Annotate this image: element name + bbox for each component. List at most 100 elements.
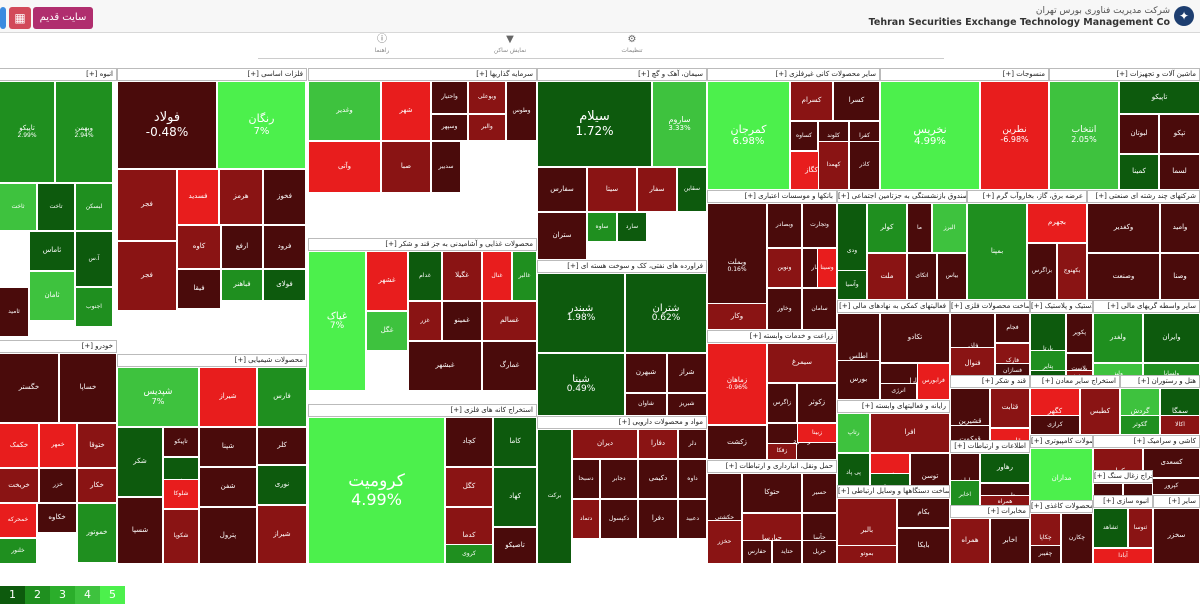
stock-tile[interactable]: حتاید xyxy=(772,540,802,564)
stock-tile[interactable]: دعبید xyxy=(678,499,707,539)
sector-title[interactable]: [+] فراورده های نفتی، کک و سوخت هسته ای xyxy=(537,260,707,273)
stock-tile[interactable]: شراز xyxy=(667,353,707,393)
stock-tile[interactable]: فیقا xyxy=(177,269,221,309)
sector-title[interactable]: [+] بانکها و موسسات اعتباری xyxy=(707,190,837,203)
pager-button[interactable]: 4 xyxy=(75,586,100,604)
stock-tile[interactable]: حریل xyxy=(802,540,837,564)
pager-button[interactable]: 3 xyxy=(50,586,75,604)
sector-title[interactable]: [+] محصولات شیمیایی xyxy=(117,354,307,367)
stock-tile[interactable]: دکپسول xyxy=(600,499,638,539)
stock-tile[interactable]: کرومیت 4.99% xyxy=(308,417,445,564)
stock-tile[interactable]: کمینا xyxy=(1119,154,1159,190)
stock-tile[interactable]: ثامید xyxy=(0,287,29,337)
sector-title[interactable]: [+] استخراج کانه های فلزی xyxy=(308,404,537,417)
stock-tile[interactable]: کاذر xyxy=(849,141,880,190)
stock-tile[interactable]: حخزر xyxy=(707,520,742,564)
stock-tile[interactable]: زماهان -0.96% xyxy=(707,343,767,425)
stock-tile[interactable]: خزر xyxy=(39,468,77,503)
stock-tile[interactable]: بزاگرس xyxy=(1027,243,1057,300)
settings-button[interactable]: ⚙ تنظیمات xyxy=(610,34,654,55)
stock-tile[interactable]: شبندر 1.98% xyxy=(537,273,625,353)
sector-title[interactable]: [+] ماشین آلات و تجهیزات xyxy=(1049,68,1200,81)
stock-tile[interactable]: نطرین -6.98% xyxy=(980,81,1049,190)
stock-tile[interactable]: ستران xyxy=(537,212,587,260)
sector-title[interactable]: [+] استخراج زغال سنگ xyxy=(1093,470,1153,483)
old-site-button[interactable]: سایت قدیم xyxy=(33,7,93,29)
stock-tile[interactable]: شکوپا xyxy=(163,509,199,564)
stock-tile[interactable]: فرود xyxy=(263,225,306,269)
stock-tile[interactable]: کساوه xyxy=(790,121,818,151)
stock-tile[interactable]: وآتی xyxy=(308,141,381,193)
stock-tile[interactable]: پترول xyxy=(199,507,257,564)
stock-tile[interactable]: شلوکا xyxy=(163,479,199,509)
stock-tile[interactable]: قثابت xyxy=(990,388,1030,428)
stock-tile[interactable]: کلر xyxy=(257,427,307,465)
sector-title[interactable]: [+] زراعت و خدمات وابسته xyxy=(707,330,837,343)
stock-tile[interactable]: فسدید xyxy=(177,169,219,225)
sector-title[interactable]: [+] حمل ونقل، انبارداری و ارتباطات xyxy=(707,460,837,473)
stock-tile[interactable]: خکمک xyxy=(0,423,39,468)
stock-tile[interactable]: شپنا 0.49% xyxy=(537,353,625,416)
stock-tile[interactable]: البرز xyxy=(932,203,967,253)
stock-tile[interactable]: دفارا xyxy=(638,429,678,459)
stock-tile[interactable]: نوری xyxy=(257,465,307,505)
stock-tile[interactable]: بورس xyxy=(837,360,880,400)
sector-title[interactable]: [+] بیمه وصندوق بازنشستگی به جزتامین اجت… xyxy=(837,190,967,203)
stock-tile[interactable]: کچاد xyxy=(445,417,493,467)
stock-tile[interactable]: شکر xyxy=(117,427,163,497)
stock-tile[interactable]: سفار xyxy=(637,167,677,212)
stock-tile[interactable]: لسما xyxy=(1159,154,1200,190)
stock-tile[interactable]: تاصیکو xyxy=(493,527,537,564)
sector-title[interactable]: [+] فلزات اساسی xyxy=(117,68,307,81)
sector-title[interactable]: [+] انبوه سازی xyxy=(1093,495,1153,508)
stock-tile[interactable]: چفیبر xyxy=(1030,545,1061,564)
stock-tile[interactable]: شیراز xyxy=(199,367,257,427)
stock-tile[interactable]: وسینا xyxy=(817,248,837,288)
pager-button[interactable]: 5 xyxy=(100,586,125,604)
stock-tile[interactable]: اکالا xyxy=(1160,415,1200,435)
stock-tile[interactable]: دتماد xyxy=(572,499,600,539)
sector-title[interactable]: [+] رایانه و فعالیتهای وابسته xyxy=(837,400,950,413)
stock-tile[interactable]: گکوثر xyxy=(1120,415,1160,435)
stock-tile[interactable]: خموتور xyxy=(77,503,117,563)
stock-tile[interactable]: ما xyxy=(907,203,932,253)
stock-tile[interactable]: فولای xyxy=(263,269,306,301)
stock-tile[interactable]: تکادو xyxy=(880,313,950,363)
sector-title[interactable]: [+] شرکتهای چند رشته ای صنعتی xyxy=(1087,190,1200,203)
stock-tile[interactable]: بموتو xyxy=(837,545,897,564)
sector-title[interactable]: [+] سایر محصولات کانی غیرفلزی xyxy=(707,68,880,81)
stock-tile[interactable]: بکام xyxy=(897,498,950,528)
stock-tile[interactable]: سقاین xyxy=(677,167,707,212)
sector-title[interactable]: [+] محصولات غذایی و آشامیدنی به جز قند و… xyxy=(308,238,537,251)
stock-tile[interactable]: رهاور xyxy=(980,453,1030,483)
stock-tile[interactable]: رنگان 7% xyxy=(217,81,306,169)
stock-tile[interactable]: ونوین xyxy=(767,248,802,288)
stock-tile[interactable]: زکشت xyxy=(707,425,767,460)
stock-tile[interactable]: زکوثر xyxy=(797,383,837,423)
stock-tile[interactable]: تاخت xyxy=(37,183,75,231)
sector-title[interactable]: [+] عرضه برق، گاز، بخاروآب گرم xyxy=(967,190,1087,203)
stock-tile[interactable]: دکیمی xyxy=(638,459,678,499)
stock-tile[interactable]: وصنعت xyxy=(1087,253,1160,300)
stock-tile[interactable]: چکارن xyxy=(1061,513,1093,564)
stock-tile[interactable]: خکاوه xyxy=(37,503,77,533)
stock-tile[interactable]: کاما xyxy=(493,417,537,467)
stock-tile[interactable]: وغدیر xyxy=(308,81,381,141)
stock-tile[interactable]: غسالم xyxy=(482,301,537,341)
sector-title[interactable]: [+] ساخت دستگاهها و وسایل ارتباطی xyxy=(837,485,950,498)
stock-tile[interactable]: اتکای xyxy=(907,253,937,300)
stock-tile[interactable]: کگل xyxy=(445,467,493,507)
grid-icon[interactable]: ▦ xyxy=(9,7,31,29)
stock-tile[interactable]: شبهرن xyxy=(625,353,667,393)
static-view-button[interactable]: ▼ نمایش ساکن xyxy=(488,34,532,55)
sector-title[interactable]: [+] استخراج سایر معادن xyxy=(1030,375,1120,388)
stock-tile[interactable]: شهر xyxy=(381,81,431,141)
stock-tile[interactable]: کهاد xyxy=(493,467,537,527)
sector-title[interactable]: [+] مخابرات xyxy=(950,505,1030,518)
stock-tile[interactable]: زفکا xyxy=(767,443,797,460)
stock-tile[interactable]: وامید xyxy=(1160,203,1200,253)
stock-tile[interactable]: غمارگ xyxy=(482,341,537,391)
stock-tile[interactable]: غبشهر xyxy=(408,341,482,391)
stock-tile[interactable]: غشهر xyxy=(366,251,408,311)
sector-title[interactable]: [+] سایر xyxy=(1153,495,1200,508)
